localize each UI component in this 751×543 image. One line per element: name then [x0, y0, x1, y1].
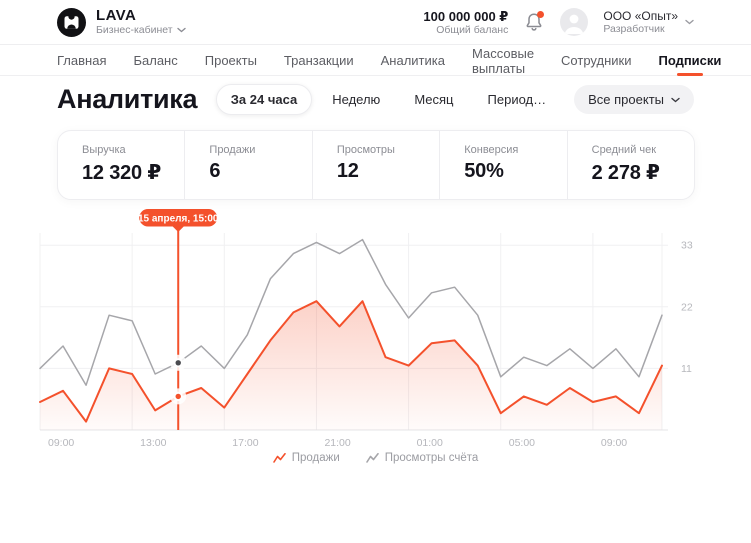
stat-label: Конверсия — [464, 144, 519, 156]
lava-logo-icon — [57, 7, 86, 37]
period-month-button[interactable]: Месяц — [414, 92, 454, 107]
brand: LAVA Бизнес-кабинет — [57, 7, 186, 37]
stat-avg-check: Средний чек 2 278 ₽ — [566, 131, 694, 199]
workspace-label: Бизнес-кабинет — [96, 24, 173, 36]
legend-label: Просмотры счёта — [384, 452, 479, 464]
chart-y-tick-label: 11 — [681, 363, 692, 375]
stats-card: Выручка 12 320 ₽ Продажи 6 Просмотры 12 … — [57, 130, 695, 200]
balance-amount: 100 000 000 ₽ — [423, 8, 509, 24]
chart-x-tick-label: 21:00 — [324, 437, 350, 449]
chart-x-tick-label: 01:00 — [417, 437, 443, 449]
chevron-down-icon — [685, 19, 694, 25]
stat-value: 6 — [209, 160, 221, 182]
chevron-down-icon — [176, 27, 186, 33]
header: LAVA Бизнес-кабинет 100 000 000 ₽ Общий … — [0, 0, 751, 45]
user-icon — [564, 14, 584, 34]
stat-revenue: Выручка 12 320 ₽ — [58, 131, 184, 199]
chart-x-tick-label: 09:00 — [48, 437, 74, 449]
analytics-chart[interactable]: 11 22 33 09:00 13:00 17:00 21:00 01:00 05:00 09:0… — [0, 205, 751, 455]
stat-value: 2 278 ₽ — [591, 162, 660, 184]
stat-value: 12 320 ₽ — [82, 162, 162, 184]
stat-sales: Продажи 6 — [184, 131, 311, 199]
notifications-button[interactable] — [523, 11, 545, 33]
stat-label: Средний чек — [591, 144, 657, 156]
chart-x-tick-label: 17:00 — [232, 437, 258, 449]
project-selector-label: Все проекты — [588, 92, 664, 107]
chart-x-tick-label: 09:00 — [601, 437, 627, 449]
profile-role: Разработчик — [603, 23, 665, 35]
workspace-dropdown[interactable]: Бизнес-кабинет — [96, 24, 186, 36]
nav-item-podpiski[interactable]: Подписки — [658, 46, 721, 76]
chart-y-tick-label: 22 — [681, 301, 693, 313]
main-nav: Главная Баланс Проекты Транзакции Аналит… — [0, 46, 751, 76]
notification-badge — [537, 11, 545, 18]
chart-tooltip — [139, 209, 218, 227]
stat-views: Просмотры 12 — [311, 131, 439, 199]
nav-item-analitika[interactable]: Аналитика — [380, 53, 445, 68]
profile-dropdown[interactable]: ООО «Опыт» Разработчик — [603, 9, 694, 35]
nav-item-balans[interactable]: Баланс — [133, 53, 178, 68]
nav-item-glavnaya[interactable]: Главная — [57, 53, 107, 68]
chart-tooltip-label: 15 апреля, 15:00 — [138, 214, 219, 225]
chart-area-sales — [40, 301, 662, 430]
period-24h-button[interactable]: За 24 часа — [215, 84, 313, 115]
stat-value: 12 — [336, 160, 359, 182]
chart-marker — [175, 360, 181, 366]
brand-name: LAVA — [96, 7, 137, 24]
stat-value: 50% — [464, 160, 504, 182]
balance-label: Общий баланс — [436, 23, 509, 36]
chart-line-sales — [39, 300, 663, 423]
period-filters: За 24 часа Неделю Месяц Период… Все прое… — [215, 84, 694, 115]
nav-item-sotrudniki[interactable]: Сотрудники — [561, 53, 632, 68]
chart-x-tick-label: 05:00 — [509, 437, 535, 449]
legend-item-sales[interactable]: Продажи — [272, 452, 340, 464]
chart-x-tick-label: 13:00 — [140, 437, 166, 449]
stat-conversion: Конверсия 50% — [439, 131, 566, 199]
company-name: ООО «Опыт» — [603, 9, 678, 23]
period-week-button[interactable]: Неделю — [332, 92, 381, 107]
chart-tooltip-pointer — [172, 226, 185, 232]
chart-y-tick-label: 33 — [681, 240, 693, 252]
nav-item-proekty[interactable]: Проекты — [204, 53, 257, 68]
legend-label: Продажи — [291, 452, 340, 464]
zigzag-line-icon — [365, 453, 379, 463]
total-balance: 100 000 000 ₽ Общий баланс — [423, 9, 508, 36]
period-custom-button[interactable]: Период… — [487, 92, 547, 107]
chart-marker — [175, 393, 181, 400]
chevron-down-icon — [671, 97, 680, 102]
project-selector[interactable]: Все проекты — [574, 85, 694, 114]
chart-line-views — [39, 238, 663, 386]
stat-label: Выручка — [82, 144, 126, 156]
stat-label: Просмотры — [336, 144, 395, 156]
nav-item-tranzakcii[interactable]: Транзакции — [283, 53, 354, 68]
legend-item-views[interactable]: Просмотры счёта — [365, 452, 479, 464]
chart-legend: Продажи Просмотры счёта — [0, 452, 751, 464]
nav-item-vyplaty[interactable]: Массовые выплаты — [471, 45, 535, 76]
stat-label: Продажи — [209, 144, 256, 156]
zigzag-line-icon — [272, 453, 286, 463]
avatar[interactable] — [560, 8, 589, 36]
page-title: Аналитика — [57, 84, 198, 114]
